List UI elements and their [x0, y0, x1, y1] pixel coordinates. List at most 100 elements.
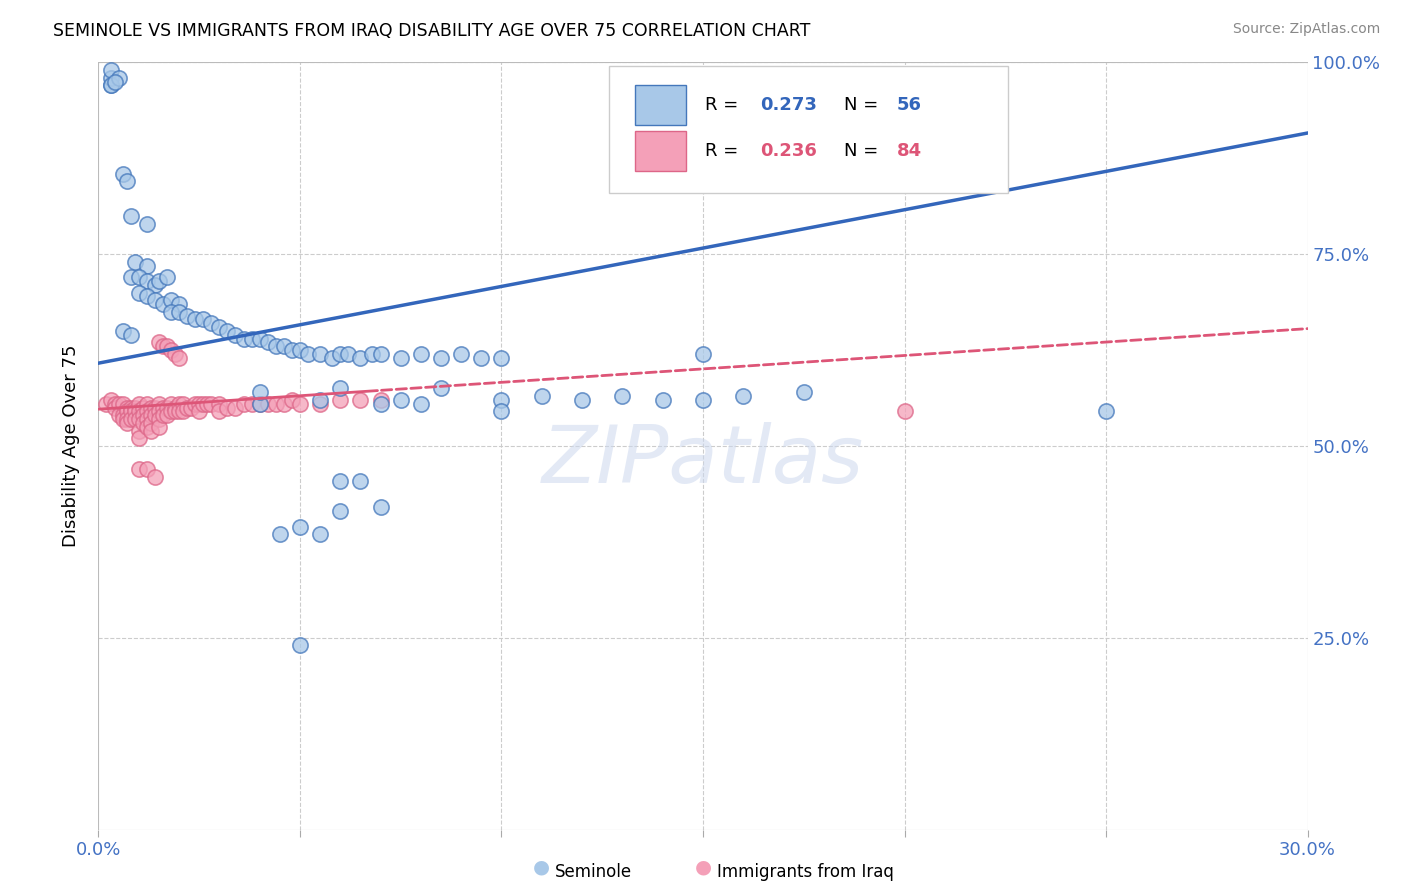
Point — [264, 339, 287, 353]
Text: R =: R = — [706, 95, 744, 113]
Point — [167, 304, 190, 318]
Point — [163, 401, 186, 415]
Point — [309, 397, 332, 411]
Point — [152, 401, 174, 415]
Point — [172, 397, 194, 411]
Point — [224, 401, 246, 415]
Point — [120, 404, 142, 418]
Point — [269, 527, 291, 541]
Point — [156, 401, 179, 415]
Point — [208, 397, 231, 411]
Point — [107, 409, 129, 423]
Point — [491, 392, 513, 407]
Text: Seminole: Seminole — [555, 863, 633, 881]
Point — [128, 404, 150, 418]
Point — [156, 339, 179, 353]
Point — [793, 385, 815, 400]
Point — [96, 397, 118, 411]
Point — [103, 397, 125, 411]
Point — [470, 351, 492, 365]
Point — [329, 474, 352, 488]
Point — [135, 397, 157, 411]
Point — [530, 389, 553, 403]
Point — [139, 409, 162, 423]
Point — [337, 347, 360, 361]
Point — [148, 274, 170, 288]
Point — [288, 639, 311, 653]
Point — [135, 462, 157, 476]
Text: 56: 56 — [897, 95, 921, 113]
Point — [156, 270, 179, 285]
Point — [139, 401, 162, 415]
Point — [172, 404, 194, 418]
Point — [160, 304, 183, 318]
Point — [163, 347, 186, 361]
Point — [349, 351, 371, 365]
Point — [409, 347, 432, 361]
Point — [273, 397, 295, 411]
Point — [115, 412, 138, 426]
Point — [208, 320, 231, 334]
Text: R =: R = — [706, 142, 744, 160]
Text: ●: ● — [695, 857, 711, 876]
Point — [139, 424, 162, 438]
Point — [135, 420, 157, 434]
Point — [288, 343, 311, 358]
Point — [329, 392, 352, 407]
Point — [120, 270, 142, 285]
Point — [120, 327, 142, 342]
Point — [100, 63, 122, 78]
Point — [184, 397, 207, 411]
Point — [612, 389, 634, 403]
Point — [370, 392, 392, 407]
Point — [430, 382, 453, 396]
Bar — [636, 131, 686, 170]
Point — [135, 404, 157, 418]
Point — [128, 397, 150, 411]
Point — [143, 293, 166, 308]
Point — [111, 167, 134, 181]
Point — [156, 409, 179, 423]
Point — [1095, 404, 1118, 418]
Point — [111, 409, 134, 423]
Point — [124, 412, 146, 426]
Point — [128, 431, 150, 445]
Point — [167, 297, 190, 311]
Point — [152, 409, 174, 423]
Point — [176, 401, 198, 415]
Point — [128, 270, 150, 285]
Point — [163, 404, 186, 418]
Point — [188, 397, 211, 411]
Point — [256, 335, 278, 350]
Point — [188, 404, 211, 418]
Point — [120, 209, 142, 223]
Point — [240, 397, 263, 411]
Point — [143, 401, 166, 415]
Point — [135, 217, 157, 231]
Point — [152, 297, 174, 311]
Point — [139, 416, 162, 430]
Text: 84: 84 — [897, 142, 921, 160]
Point — [389, 392, 412, 407]
Point — [124, 404, 146, 418]
Point — [273, 339, 295, 353]
Point — [200, 316, 222, 330]
Point — [132, 416, 155, 430]
Point — [135, 289, 157, 303]
Point — [143, 469, 166, 483]
Point — [692, 347, 714, 361]
Point — [132, 401, 155, 415]
Point — [450, 347, 472, 361]
Point — [135, 274, 157, 288]
Point — [329, 382, 352, 396]
Point — [167, 404, 190, 418]
Point — [193, 312, 215, 326]
Point — [329, 347, 352, 361]
Point — [148, 404, 170, 418]
Point — [143, 409, 166, 423]
Point — [148, 412, 170, 426]
Point — [651, 392, 673, 407]
Point — [893, 404, 915, 418]
Point — [361, 347, 384, 361]
Point — [288, 519, 311, 533]
